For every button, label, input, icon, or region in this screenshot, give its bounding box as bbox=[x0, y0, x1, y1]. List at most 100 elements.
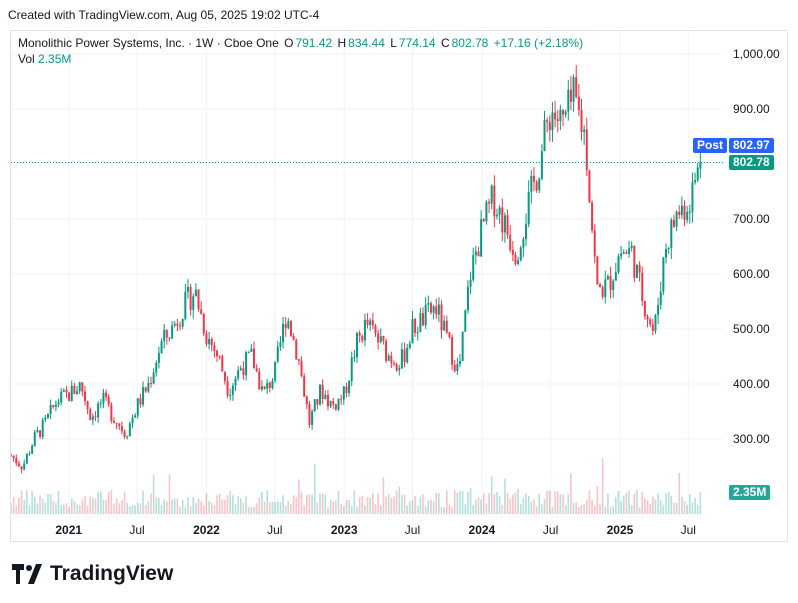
volume-bar bbox=[263, 501, 266, 514]
candle-body bbox=[601, 287, 604, 297]
candle-body bbox=[416, 331, 419, 333]
volume-bar bbox=[303, 505, 305, 514]
volume-bar bbox=[239, 498, 242, 514]
candle-body bbox=[255, 368, 258, 372]
candle-body bbox=[134, 415, 137, 418]
x-tick-label: 2022 bbox=[193, 523, 220, 537]
candle-body bbox=[464, 310, 467, 332]
volume-bar bbox=[416, 505, 419, 514]
volume-legend: Vol 2.35M bbox=[18, 52, 71, 66]
candle-body bbox=[474, 251, 477, 256]
candle-body bbox=[585, 129, 588, 171]
volume-bar bbox=[393, 496, 395, 514]
candle-body bbox=[350, 357, 353, 382]
candle-body bbox=[641, 272, 644, 302]
candle-body bbox=[385, 340, 388, 361]
volume-bar bbox=[147, 501, 150, 514]
candle-body bbox=[672, 219, 675, 227]
candle-body bbox=[39, 430, 42, 437]
candle-body bbox=[171, 325, 174, 339]
candle-body bbox=[356, 333, 359, 357]
candle-body bbox=[308, 404, 311, 425]
candle-body bbox=[252, 348, 255, 369]
candle-body bbox=[670, 219, 673, 249]
candle-body bbox=[289, 321, 292, 336]
y-tick-label: 400.00 bbox=[733, 377, 770, 391]
volume-bar bbox=[41, 498, 44, 514]
candle-body bbox=[622, 252, 625, 254]
candle-body bbox=[654, 315, 657, 332]
candle-body bbox=[411, 318, 414, 344]
candle-body bbox=[89, 408, 92, 420]
volume-bar bbox=[401, 494, 403, 514]
candle-body bbox=[303, 376, 306, 397]
candle-body bbox=[110, 404, 113, 421]
candle-body bbox=[181, 319, 184, 327]
volume-bar bbox=[414, 495, 416, 514]
volume-bar bbox=[615, 497, 617, 514]
candle-body bbox=[113, 420, 116, 423]
volume-bar bbox=[216, 495, 218, 514]
volume-bar bbox=[150, 493, 152, 514]
candle-body bbox=[662, 257, 665, 292]
volume-bar bbox=[488, 493, 490, 514]
chart-frame[interactable]: 1,000.00900.00800.00700.00600.00500.0040… bbox=[10, 30, 788, 542]
volume-bar bbox=[102, 499, 105, 514]
candle-body bbox=[52, 404, 55, 407]
volume-bar bbox=[696, 504, 699, 514]
candle-body bbox=[387, 355, 390, 361]
volume-bar bbox=[129, 506, 131, 514]
legend-open-label: O bbox=[284, 36, 294, 50]
volume-bar bbox=[467, 491, 469, 514]
volume-bar bbox=[570, 473, 572, 514]
volume-bar bbox=[166, 501, 168, 514]
candle-body bbox=[469, 279, 472, 287]
volume-bar bbox=[432, 501, 435, 514]
volume-bar bbox=[282, 495, 284, 514]
candle-body bbox=[620, 253, 623, 257]
volume-bar bbox=[342, 506, 345, 514]
candle-body bbox=[245, 352, 248, 376]
volume-bar bbox=[290, 504, 292, 514]
candle-body bbox=[49, 404, 52, 415]
candle-body bbox=[564, 111, 567, 115]
candle-body bbox=[361, 335, 364, 341]
volume-bar bbox=[84, 496, 86, 514]
volume-bar bbox=[113, 503, 115, 514]
post-market-price-tag: 802.97 bbox=[729, 138, 774, 153]
volume-bar bbox=[456, 492, 459, 514]
candle-body bbox=[358, 333, 361, 336]
candle-body bbox=[160, 341, 163, 353]
volume-bar bbox=[493, 494, 496, 514]
candle-body bbox=[451, 336, 454, 365]
candle-body bbox=[23, 463, 26, 470]
volume-bar bbox=[44, 502, 47, 514]
volume-bar bbox=[683, 500, 686, 514]
volume-bar bbox=[234, 504, 237, 514]
tradingview-logo[interactable]: TradingView bbox=[12, 562, 173, 586]
y-tick-label: 300.00 bbox=[733, 432, 770, 446]
volume-bar bbox=[596, 486, 599, 514]
created-with-text: Created with TradingView.com, Aug 05, 20… bbox=[8, 8, 320, 22]
candle-body bbox=[699, 162, 702, 169]
volume-bar bbox=[424, 506, 427, 514]
candle-body bbox=[480, 219, 483, 257]
volume-bar bbox=[480, 499, 482, 514]
volume-bar bbox=[649, 504, 651, 514]
candle-body bbox=[131, 417, 134, 424]
candle-body bbox=[329, 401, 332, 407]
candle-body bbox=[297, 359, 300, 361]
candle-body bbox=[437, 304, 440, 315]
candle-body bbox=[538, 178, 541, 191]
volume-bar bbox=[657, 493, 659, 514]
candle-body bbox=[205, 333, 208, 345]
candle-body bbox=[635, 264, 638, 278]
y-tick-label: 1,000.00 bbox=[733, 47, 780, 61]
volume-bar bbox=[337, 490, 340, 514]
candle-body bbox=[78, 382, 81, 392]
volume-bar bbox=[564, 505, 567, 514]
x-tick-label: Jul bbox=[267, 523, 282, 537]
price-chart[interactable]: 1,000.00900.00800.00700.00600.00500.0040… bbox=[11, 31, 787, 541]
volume-bar bbox=[387, 493, 390, 514]
volume-bar bbox=[562, 494, 564, 514]
